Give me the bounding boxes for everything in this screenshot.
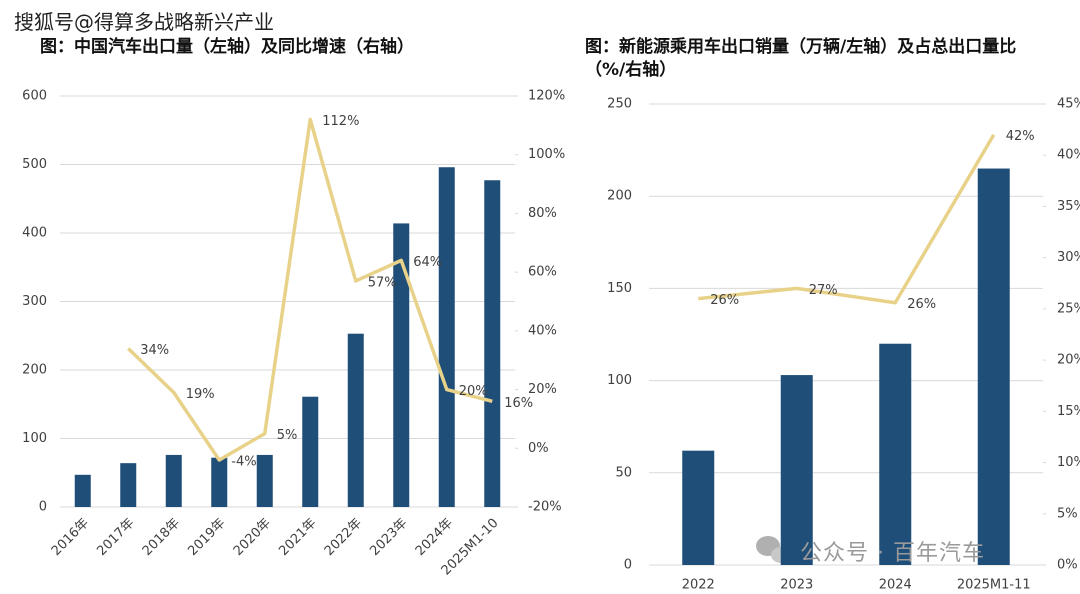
y2-tick-label: 30%	[1057, 250, 1080, 265]
x-tick-label: 2022年	[322, 516, 365, 559]
y-tick-label: 100	[607, 373, 632, 388]
bar	[165, 454, 182, 507]
data-label: 26%	[907, 297, 936, 312]
data-label: 64%	[413, 255, 442, 270]
x-tick-label: 2021年	[276, 516, 319, 559]
bar	[256, 454, 273, 507]
bar	[393, 223, 410, 507]
data-label: 57%	[368, 275, 397, 290]
x-tick-label: 2022	[682, 578, 715, 593]
y2-tick-label: -20%	[528, 500, 562, 515]
data-label: 27%	[809, 283, 838, 298]
bar	[682, 450, 715, 565]
bar	[484, 180, 501, 507]
y-tick-label: 400	[22, 226, 47, 241]
y-tick-label: 0	[624, 558, 632, 573]
bar	[211, 457, 228, 507]
y2-tick-label: 25%	[1057, 301, 1080, 316]
y2-tick-label: 20%	[528, 382, 557, 397]
y2-tick-label: 5%	[1057, 506, 1078, 521]
y-tick-label: 500	[22, 157, 47, 172]
y2-tick-label: 40%	[1057, 148, 1080, 163]
bar	[302, 396, 319, 507]
y-tick-label: 0	[39, 500, 47, 515]
data-label: 34%	[140, 343, 169, 358]
y2-tick-label: 40%	[528, 323, 557, 338]
bar	[120, 463, 137, 507]
y-tick-label: 200	[22, 363, 47, 378]
x-tick-label: 2019年	[185, 516, 228, 559]
y-tick-label: 150	[607, 281, 632, 296]
data-label: 16%	[504, 396, 533, 411]
x-tick-label: 2024年	[413, 516, 456, 559]
x-tick-label: 2023年	[367, 516, 410, 559]
header-watermark: 搜狐号@得算多战略新兴产业	[14, 10, 274, 34]
y-tick-label: 300	[22, 294, 47, 309]
footer-watermark: 公众号 · 百年汽车	[800, 541, 985, 566]
x-tick-label: 2018年	[140, 516, 183, 559]
y2-tick-label: 100%	[528, 147, 565, 162]
y2-tick-label: 60%	[528, 265, 557, 280]
y-tick-label: 200	[607, 189, 632, 204]
data-label: -4%	[231, 455, 256, 470]
bar	[879, 343, 912, 565]
bar	[74, 474, 91, 507]
chart-title: 图：新能源乘用车出口销量（万辆/左轴）及占总出口量比（%/右轴）	[585, 37, 1017, 80]
x-tick-label: 2025M1-11	[957, 578, 1031, 593]
x-tick-label: 2023	[780, 578, 813, 593]
y2-tick-label: 15%	[1057, 404, 1080, 419]
x-tick-label: 2016年	[49, 516, 92, 559]
y2-tick-label: 0%	[1057, 558, 1078, 573]
x-tick-label: 2024	[879, 578, 912, 593]
line	[698, 133, 996, 305]
y-tick-label: 600	[22, 89, 47, 104]
y-tick-label: 50	[615, 465, 632, 480]
y2-tick-label: 20%	[1057, 353, 1080, 368]
y2-tick-label: 35%	[1057, 199, 1080, 214]
bar	[977, 168, 1010, 566]
data-label: 20%	[459, 384, 488, 399]
x-tick-label: 2020年	[231, 516, 274, 559]
y2-tick-label: 10%	[1057, 455, 1080, 470]
y2-tick-label: 120%	[528, 89, 565, 104]
data-label: 5%	[277, 428, 298, 443]
data-label: 42%	[1006, 129, 1035, 144]
data-label: 112%	[322, 114, 359, 129]
bar	[780, 375, 813, 565]
x-tick-label: 2017年	[94, 516, 137, 559]
chart-title: 图：中国汽车出口量（左轴）及同比增速（右轴）	[40, 37, 414, 57]
y2-tick-label: 45%	[1057, 97, 1080, 112]
bar	[347, 333, 364, 507]
y2-tick-label: 0%	[528, 441, 549, 456]
data-label: 19%	[186, 387, 215, 402]
line	[127, 117, 493, 462]
y2-tick-label: 80%	[528, 206, 557, 221]
y-tick-label: 250	[607, 97, 632, 112]
y-tick-label: 100	[22, 431, 47, 446]
data-label: 26%	[710, 293, 739, 308]
bar	[438, 167, 455, 508]
